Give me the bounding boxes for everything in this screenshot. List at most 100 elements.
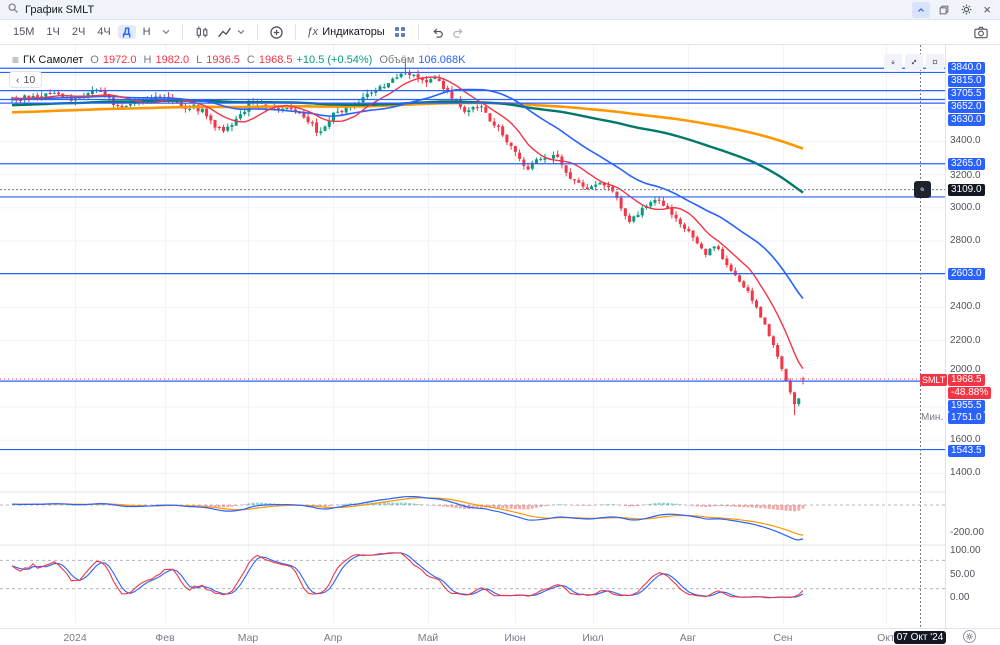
price-scale[interactable]: 3840.0 3815.0 3705.5 3652.0 3630.0 3400.0 3265… [945, 45, 1000, 628]
time-axis-label: Окт [877, 632, 895, 644]
redo-icon[interactable] [449, 24, 469, 41]
price-scale-label-level: 1543.5 [948, 445, 985, 457]
settings-gear-icon[interactable] [958, 2, 975, 18]
indicators-label: Индикаторы [322, 26, 385, 38]
legend-symbol-name[interactable]: ГК Самолет [23, 54, 84, 66]
time-axis-settings-icon[interactable] [963, 630, 976, 643]
collapse-panel-button[interactable] [912, 1, 931, 18]
price-scale-label-tick: 1600.0 [950, 434, 981, 445]
toolbar-separator [417, 24, 419, 40]
ma-line-slowest [11, 101, 804, 150]
legend-menu-icon[interactable]: ≡ [12, 53, 20, 67]
line-tools-icon[interactable] [214, 23, 249, 42]
time-axis-label: Сен [773, 632, 793, 644]
min-marker-tag: Мин. [921, 412, 944, 423]
candlesticks [10, 59, 805, 416]
price-scale-label-crosshair: 3109.0 [948, 184, 985, 196]
legend-hidden-count: 10 [23, 73, 36, 86]
title-bar: График SMLT × [0, 0, 1000, 20]
time-axis-label: Май [417, 632, 439, 644]
price-scale-label-level: 3840.0 [948, 62, 985, 74]
price-scale-label-tick: 3400.0 [950, 135, 981, 146]
symbol-price-tag: SMLT [920, 374, 948, 386]
chart-toolbar: 15М 1Ч 2Ч 4Ч Д Н ƒx Индикаторы [0, 20, 1000, 45]
price-scale-label-last: 1968.5 [948, 374, 985, 386]
timeframe-2h-button[interactable]: 2Ч [67, 25, 90, 39]
stoch-d-line [11, 552, 804, 599]
price-scale-label-tick: 0.00 [950, 592, 970, 603]
close-icon[interactable]: × [983, 2, 991, 17]
time-axis-label: Июн [504, 632, 526, 644]
timeframe-week-button[interactable]: Н [138, 25, 156, 39]
fx-icon: ƒx [306, 26, 319, 38]
pane-maximize-icon[interactable] [905, 54, 923, 70]
macd-signal-line [11, 497, 804, 536]
price-scale-label-min: 1751.0 [948, 412, 985, 424]
price-scale-label-level: 3705.5 [948, 88, 985, 100]
time-axis-label: Апр [323, 632, 343, 644]
compare-add-icon[interactable] [266, 23, 287, 42]
price-scale-label-level: 2603.0 [948, 268, 985, 280]
price-scale-label-level: 3265.0 [948, 158, 985, 170]
chart-canvas[interactable] [0, 45, 945, 628]
price-scale-alert-button[interactable] [914, 181, 931, 198]
price-scale-label-change: -48.88% [948, 387, 992, 399]
price-scale-label-tick: 1400.0 [950, 467, 981, 478]
price-scale-label-level: 3815.0 [948, 75, 985, 87]
legend-collapse-pill[interactable]: ‹ 10 [9, 71, 43, 88]
price-scale-label-tick: 3000.0 [950, 202, 981, 213]
price-scale-label-level: 1955.5 [948, 400, 985, 412]
layout-grid-icon[interactable] [390, 23, 410, 41]
symbol-legend: ≡ ГК Самолет О 1972.0 Н 1982.0 L 1936.5 … [12, 53, 466, 67]
undo-icon[interactable] [427, 24, 447, 41]
ma-line-fast [11, 76, 804, 369]
price-scale-label-tick: 2800.0 [950, 235, 981, 246]
price-scale-label-tick: -200.00 [950, 526, 984, 538]
timeframe-1h-button[interactable]: 1Ч [41, 25, 64, 39]
pane-move-down-icon[interactable] [884, 54, 902, 70]
crosshair-date-badge: 07 Окт '24 [894, 631, 946, 644]
search-icon[interactable] [7, 2, 19, 17]
price-scale-label-tick: 50.00 [950, 569, 976, 580]
ma-line-slow [11, 99, 804, 194]
time-axis-label: Июл [582, 632, 604, 644]
toolbar-separator [181, 24, 183, 40]
time-axis-label: 2024 [63, 632, 87, 644]
window-title: График SMLT [25, 3, 95, 16]
chart-style-candles-icon[interactable] [191, 23, 212, 42]
screenshot-camera-icon[interactable] [970, 23, 992, 42]
legend-open-label: О [90, 54, 99, 66]
legend-volume-label: Объём [379, 54, 415, 66]
toolbar-separator [256, 24, 258, 40]
time-axis-label: Авг [679, 632, 697, 644]
toolbar-separator [294, 24, 296, 40]
stoch-k-line [11, 552, 804, 599]
time-axis-label: Мар [237, 632, 259, 644]
time-axis[interactable]: Окт Сен Авг Июл Июн Май Апр Мар Фев 2024 07 Окт '… [0, 628, 1000, 645]
legend-high-label: Н [143, 54, 152, 66]
popout-button[interactable] [936, 2, 952, 18]
chart-area: ≡ ГК Самолет О 1972.0 Н 1982.0 L 1936.5 … [0, 45, 1000, 628]
legend-change-value: +10.5 (+0.54%) [296, 54, 373, 66]
price-scale-label-tick: 100.00 [950, 545, 981, 556]
timeframe-4h-button[interactable]: 4Ч [92, 25, 115, 39]
pane-controls [884, 54, 944, 70]
horizontal-levels [0, 67, 945, 451]
legend-low-value: 1936.5 [206, 54, 240, 66]
legend-close-value: 1968.5 [258, 54, 293, 66]
price-scale-label-tick: 2000.0 [950, 364, 981, 375]
timeframe-dropdown-chevron-icon[interactable] [158, 25, 174, 39]
indicators-button[interactable]: ƒx Индикаторы [304, 24, 388, 40]
pane-restore-icon[interactable] [926, 54, 944, 70]
time-axis-label: Фев [155, 632, 175, 644]
macd-line [11, 495, 804, 541]
price-scale-label-tick: 3200.0 [950, 170, 981, 181]
chevron-left-icon: ‹ [16, 73, 20, 86]
legend-high-value: 1982.0 [155, 54, 190, 66]
price-scale-label-tick: 2200.0 [950, 335, 981, 346]
grid [0, 45, 945, 623]
legend-open-value: 1972.0 [102, 54, 137, 66]
timeframe-day-button[interactable]: Д [117, 25, 136, 39]
timeframe-15m-button[interactable]: 15М [8, 25, 39, 39]
